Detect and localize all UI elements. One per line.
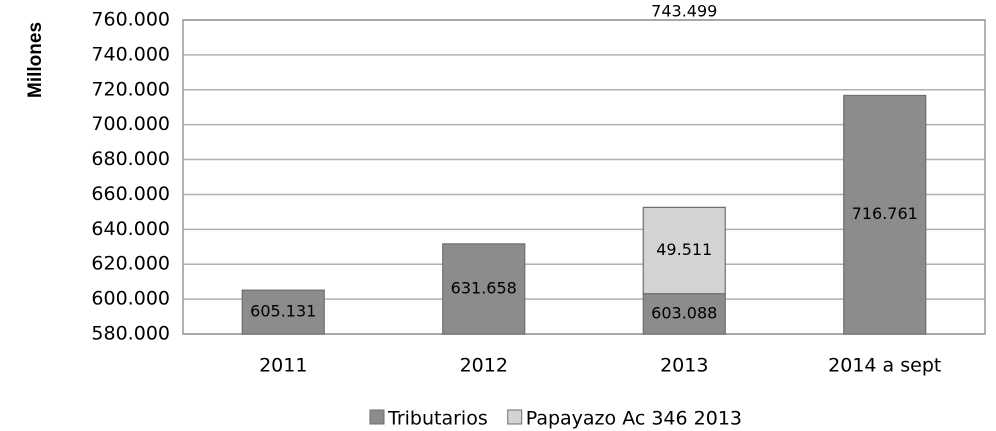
data-label: 49.511 xyxy=(656,240,712,259)
y-tick-label: 680.000 xyxy=(91,148,170,170)
x-tick-label: 2012 xyxy=(460,355,508,377)
y-tick-label: 640.000 xyxy=(91,218,170,240)
y-axis-label: Millones xyxy=(25,22,46,98)
bar-segment xyxy=(642,206,726,295)
legend-swatch xyxy=(507,409,523,425)
x-tick-label: 2014 a sept xyxy=(828,355,941,377)
bar-segment xyxy=(442,243,526,335)
y-tick-label: 620.000 xyxy=(91,253,170,275)
y-tick-label: 740.000 xyxy=(91,43,170,65)
total-label: 743.499 xyxy=(651,2,717,21)
x-tick-label: 2011 xyxy=(259,355,307,377)
x-tick-label: 2013 xyxy=(660,355,708,377)
data-label: 631.658 xyxy=(451,278,517,297)
data-label: 716.761 xyxy=(852,204,918,223)
plot-border xyxy=(182,19,986,335)
legend-label: Tributarios xyxy=(387,408,488,430)
y-tick-label: 660.000 xyxy=(91,183,170,205)
legend-label: Papayazo Ac 346 2013 xyxy=(526,408,742,430)
y-tick-label: 760.000 xyxy=(91,9,170,31)
y-tick-label: 600.000 xyxy=(91,288,170,310)
y-tick-label: 580.000 xyxy=(91,323,170,345)
bar-segment xyxy=(241,289,325,335)
data-label: 605.131 xyxy=(250,302,316,321)
data-label: 603.088 xyxy=(651,303,717,322)
bar-segment xyxy=(642,293,726,335)
y-tick-label: 700.000 xyxy=(91,113,170,135)
bar-segment xyxy=(843,94,927,335)
legend-swatch xyxy=(369,409,385,425)
y-tick-label: 720.000 xyxy=(91,78,170,100)
